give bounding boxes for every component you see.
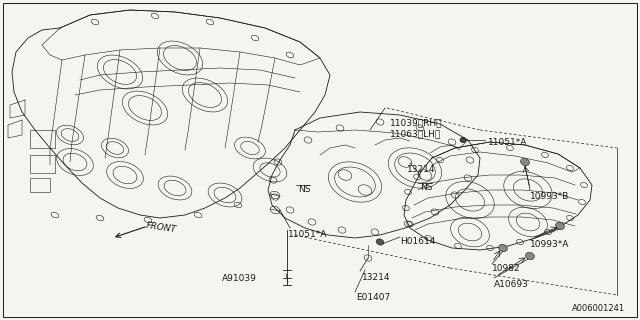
Text: A006001241: A006001241	[572, 304, 625, 313]
Text: 11051*A: 11051*A	[488, 138, 527, 147]
Ellipse shape	[520, 158, 529, 166]
Text: A10693: A10693	[494, 280, 529, 289]
Text: H01614: H01614	[400, 237, 435, 246]
Text: 11051*A: 11051*A	[288, 230, 328, 239]
Text: A91039: A91039	[222, 274, 257, 283]
Ellipse shape	[376, 239, 384, 245]
Text: 13214: 13214	[407, 165, 435, 174]
Text: NS: NS	[420, 183, 433, 192]
Ellipse shape	[556, 222, 564, 230]
Text: E01407: E01407	[356, 293, 390, 302]
Text: 10993*A: 10993*A	[530, 240, 570, 249]
Bar	[30, 155, 55, 173]
Text: 10993*B: 10993*B	[530, 192, 570, 201]
Ellipse shape	[499, 244, 508, 252]
Text: NS: NS	[298, 185, 310, 194]
Bar	[30, 130, 55, 148]
Text: 13214: 13214	[362, 273, 390, 282]
Text: 11039〈RH〉
11063〈LH〉: 11039〈RH〉 11063〈LH〉	[390, 118, 442, 138]
Bar	[30, 178, 50, 192]
Text: 10982: 10982	[492, 264, 520, 273]
Ellipse shape	[460, 138, 466, 142]
Ellipse shape	[525, 252, 534, 260]
Text: FRONT: FRONT	[145, 221, 177, 235]
